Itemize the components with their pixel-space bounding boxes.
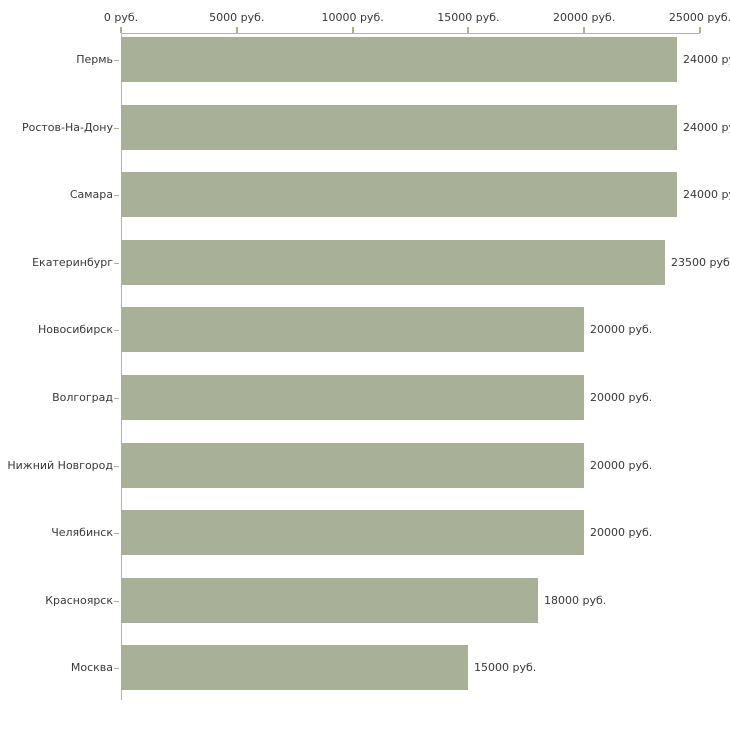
category-tick: [114, 533, 119, 534]
category-tick: [114, 263, 119, 264]
value-label: 24000 руб.: [683, 53, 730, 66]
category-label: Ростов-На-Дону: [21, 121, 113, 134]
value-label: 20000 руб.: [590, 323, 653, 336]
bar: [121, 510, 584, 555]
x-tick: [467, 27, 470, 33]
x-tick-label: 15000 руб.: [437, 11, 500, 24]
x-tick: [699, 27, 701, 33]
category-label: Пермь: [76, 53, 113, 66]
value-label: 18000 руб.: [544, 594, 607, 607]
category-tick: [114, 601, 119, 602]
category-label: Екатеринбург: [32, 256, 113, 269]
category-label: Новосибирск: [37, 323, 113, 336]
bar: [121, 645, 468, 690]
x-tick: [583, 27, 586, 33]
category-label: Красноярск: [45, 594, 113, 607]
x-tick-label: 0 руб.: [103, 11, 139, 24]
value-label: 15000 руб.: [474, 661, 537, 674]
category-tick: [114, 330, 119, 331]
category-tick: [114, 128, 119, 129]
value-label: 24000 руб.: [683, 121, 730, 134]
x-tick-label: 25000 руб.: [668, 11, 730, 24]
value-label: 20000 руб.: [590, 391, 653, 404]
bar: [121, 375, 584, 420]
x-tick-label: 20000 руб.: [553, 11, 616, 24]
bar: [121, 443, 584, 488]
value-label: 20000 руб.: [590, 459, 653, 472]
category-tick: [114, 60, 119, 61]
category-tick: [114, 466, 119, 467]
category-tick: [114, 398, 119, 399]
bar: [121, 578, 538, 623]
bar: [121, 240, 665, 285]
bar: [121, 307, 584, 352]
y-axis-baseline: [121, 33, 122, 700]
x-tick: [120, 27, 122, 33]
x-tick-label: 10000 руб.: [321, 11, 384, 24]
value-label: 24000 руб.: [683, 188, 730, 201]
x-axis-line: [121, 33, 700, 34]
bar: [121, 37, 677, 82]
x-tick: [235, 27, 238, 33]
category-tick: [114, 668, 119, 669]
bar: [121, 105, 677, 150]
x-tick-label: 5000 руб.: [209, 11, 265, 24]
category-tick: [114, 195, 119, 196]
category-label: Москва: [70, 661, 113, 674]
category-label: Самара: [69, 188, 113, 201]
x-tick: [351, 27, 354, 33]
category-label: Нижний Новгород: [7, 459, 113, 472]
category-label: Челябинск: [51, 526, 113, 539]
value-label: 20000 руб.: [590, 526, 653, 539]
value-label: 23500 руб.: [671, 256, 730, 269]
category-label: Волгоград: [52, 391, 113, 404]
bar: [121, 172, 677, 217]
